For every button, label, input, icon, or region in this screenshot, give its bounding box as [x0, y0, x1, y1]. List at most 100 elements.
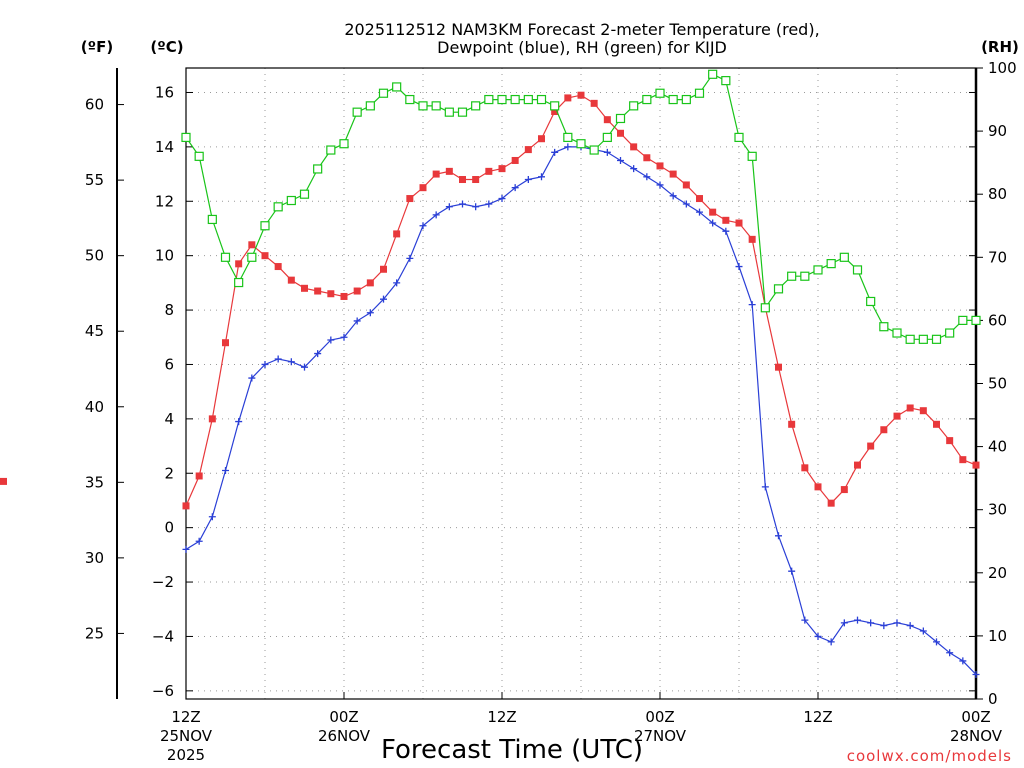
- dewpoint-point: [564, 143, 572, 151]
- rh-point: [813, 265, 823, 275]
- temperature-point: [195, 472, 203, 480]
- temperature-point: [419, 184, 427, 192]
- rh-point: [471, 101, 481, 111]
- rh-tick-label: 90: [988, 122, 1007, 140]
- temperature-point: [722, 216, 730, 224]
- rh-point: [273, 202, 283, 212]
- rh-point: [839, 252, 849, 262]
- rh-point: [260, 221, 270, 231]
- credit-text: coolwx.com/models: [847, 747, 1012, 765]
- temperature-point: [801, 464, 809, 472]
- x-tick-label-time: 12Z: [803, 708, 832, 726]
- fahrenheit-tick-label: 25: [85, 624, 104, 642]
- dewpoint-point: [959, 657, 967, 665]
- temperature-point: [854, 461, 861, 469]
- temperature-point: [472, 176, 480, 184]
- x-tick-label-date: 28NOV: [950, 727, 1003, 745]
- rh-point: [694, 88, 705, 98]
- fahrenheit-tick-label: 30: [85, 549, 104, 567]
- chart-title-line1: 2025112512 NAM3KM Forecast 2-meter Tempe…: [344, 20, 819, 39]
- temperature-point: [933, 420, 940, 428]
- dewpoint-point: [748, 301, 756, 309]
- dewpoint-point: [301, 363, 308, 371]
- temperature-point: [393, 230, 401, 238]
- temperature-point: [709, 208, 717, 216]
- temperature-point: [235, 260, 243, 268]
- dewpoint-point: [445, 203, 453, 211]
- rh-tick-label: 100: [988, 59, 1017, 77]
- rh-tick-label: 50: [988, 375, 1007, 393]
- dewpoint-point: [274, 355, 282, 363]
- rh-point: [642, 94, 652, 105]
- rh-point: [971, 315, 981, 325]
- dewpoint-point: [840, 619, 848, 627]
- temperature-point: [656, 162, 664, 170]
- dewpoint-point: [972, 671, 980, 679]
- dewpoint-point: [366, 309, 374, 317]
- dewpoint-point: [827, 638, 835, 646]
- rh-tick-label: 10: [988, 627, 1007, 645]
- fahrenheit-tick-label: 45: [85, 322, 104, 340]
- celsius-tick-label: 10: [155, 247, 174, 265]
- dewpoint-point: [353, 317, 361, 325]
- rh-point: [773, 284, 784, 294]
- temperature-point: [340, 292, 348, 300]
- rh-point: [892, 328, 902, 338]
- temperature-point: [274, 263, 282, 271]
- rh-point: [326, 145, 336, 155]
- dewpoint-point: [630, 165, 638, 173]
- temperature-point: [788, 420, 796, 428]
- rh-point: [510, 94, 520, 105]
- temperature-point: [432, 170, 440, 178]
- dewpoint-point: [208, 513, 216, 521]
- grid-lines: [186, 68, 976, 699]
- rh-point: [484, 94, 494, 105]
- rh-point: [563, 132, 573, 143]
- rh-point: [800, 271, 810, 281]
- rh-point: [787, 271, 797, 281]
- temperature-point: [590, 99, 598, 107]
- x-tick-label-date: 25NOV: [160, 727, 213, 745]
- temperature-point: [366, 279, 374, 287]
- rh-point: [918, 334, 928, 344]
- temperature-point: [327, 290, 335, 298]
- temperature-point: [867, 442, 875, 450]
- rh-point: [181, 132, 191, 143]
- dewpoint-point: [195, 537, 203, 545]
- rh-point: [431, 101, 441, 111]
- temperature-point: [551, 108, 559, 116]
- temperature-point: [959, 456, 967, 464]
- dewpoint-point: [617, 156, 624, 164]
- dewpoint-point: [788, 567, 796, 575]
- rh-point: [708, 69, 718, 79]
- dewpoint-point: [472, 203, 480, 211]
- dewpoint-point: [906, 622, 914, 630]
- dewpoint-point: [340, 333, 348, 341]
- dewpoint-point: [419, 222, 427, 230]
- x-tick-label-date: 27NOV: [634, 727, 687, 745]
- rh-point: [747, 151, 757, 161]
- dewpoint-point: [643, 173, 651, 181]
- dewpoint-point: [235, 418, 243, 426]
- rh-point: [734, 132, 744, 143]
- dewpoint-point: [459, 200, 466, 208]
- dewpoint-point: [682, 200, 690, 208]
- rh-point: [299, 189, 310, 199]
- dewpoint-point: [406, 254, 414, 262]
- dewpoint-point: [603, 148, 611, 156]
- temperature-point: [301, 284, 308, 292]
- temperature-point: [643, 154, 651, 162]
- rh-point: [286, 195, 296, 206]
- dewpoint-point: [669, 192, 677, 200]
- dewpoint-point: [893, 619, 901, 627]
- rh-point: [866, 296, 876, 307]
- temperature-point: [814, 483, 822, 491]
- rh-point: [523, 94, 533, 105]
- rh-tick-label: 70: [988, 248, 1007, 266]
- temperature-point: [972, 461, 980, 469]
- celsius-tick-label: 16: [155, 83, 174, 101]
- temperature-point: [775, 363, 782, 371]
- temperature-point: [906, 404, 914, 412]
- temperature-point: [498, 165, 506, 173]
